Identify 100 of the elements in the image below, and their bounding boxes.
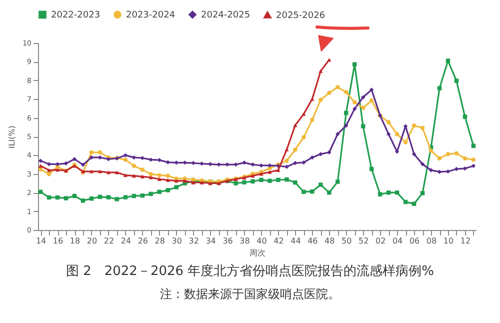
x-tick-label: 18 [70, 236, 80, 246]
x-axis-title: 周次 [250, 248, 266, 258]
x-tick-label: 14 [36, 236, 46, 246]
point [276, 168, 280, 172]
point [336, 132, 340, 136]
point [428, 148, 434, 153]
point [276, 178, 280, 182]
point [132, 164, 136, 168]
x-tick-label: 24 [120, 236, 132, 246]
point [166, 178, 170, 182]
point [318, 152, 323, 156]
point [437, 156, 442, 160]
x-tick-label: 26 [138, 236, 148, 246]
point [46, 168, 52, 172]
x-tick-label: 52 [358, 236, 369, 246]
x-tick-label: 34 [206, 236, 216, 246]
point [140, 168, 145, 172]
point [140, 174, 145, 178]
x-tick-label: 10 [443, 236, 454, 246]
point [250, 179, 255, 184]
legend-label: 2022-2023 [51, 10, 100, 21]
point [352, 62, 357, 66]
point [132, 174, 136, 178]
point [386, 132, 391, 136]
x-tick-label: 12 [460, 236, 471, 246]
point [284, 148, 289, 152]
x-tick-label: 38 [240, 236, 250, 246]
point [89, 170, 94, 174]
point [293, 180, 298, 185]
point [123, 195, 128, 200]
point [166, 188, 170, 192]
point [182, 178, 187, 183]
point [360, 106, 366, 110]
point [182, 160, 187, 165]
point [148, 176, 154, 180]
point [403, 140, 408, 144]
point [454, 151, 459, 156]
point [471, 164, 476, 168]
point [208, 162, 212, 166]
point [420, 126, 425, 130]
point [38, 167, 43, 172]
point [302, 190, 306, 194]
x-tick-label: 36 [222, 236, 233, 246]
point [412, 202, 416, 206]
x-tick-label: 20 [86, 236, 98, 246]
x-tick-label: 02 [375, 236, 386, 246]
x-tick-label: 46 [308, 236, 318, 246]
text: 注：数据来源于国家级哨点医院。 [159, 286, 341, 303]
point [123, 158, 128, 162]
point [242, 160, 246, 165]
point [471, 158, 476, 162]
point [123, 153, 128, 158]
point [293, 123, 298, 128]
y-axis-title: ILI(%) [8, 125, 17, 149]
point [114, 197, 120, 202]
x-tick-label: 32 [188, 236, 199, 246]
point [446, 58, 450, 63]
point [148, 172, 154, 176]
point [310, 155, 314, 160]
point [462, 156, 468, 160]
x-tick-label: 44 [290, 236, 301, 246]
point [412, 152, 416, 156]
point [157, 158, 162, 162]
x-tick-label: 06 [409, 236, 420, 246]
point [446, 152, 450, 156]
point [174, 185, 178, 190]
point [98, 170, 102, 174]
x-tick-label: 42 [274, 236, 284, 246]
point [140, 156, 145, 160]
point [98, 150, 102, 155]
point [310, 189, 314, 194]
point [55, 168, 60, 172]
point [157, 177, 162, 181]
legend-label: 2024-2025 [201, 10, 250, 21]
point [38, 190, 43, 194]
point [89, 150, 94, 155]
point [268, 170, 272, 174]
point [174, 178, 178, 183]
point [166, 174, 170, 178]
point [302, 112, 306, 116]
point [386, 120, 391, 124]
point [454, 78, 459, 83]
point [318, 182, 323, 187]
point [64, 161, 68, 166]
point [336, 85, 340, 90]
point [344, 90, 348, 94]
point [106, 195, 111, 200]
point [268, 178, 272, 183]
x-tick-label: 30 [172, 236, 182, 246]
point [302, 135, 306, 140]
legend-label: 2025-2026 [276, 10, 326, 21]
x-tick-label: 04 [392, 236, 403, 246]
point [437, 86, 442, 90]
point [327, 150, 332, 155]
legend-label: 2023-2024 [126, 10, 176, 21]
point [284, 158, 289, 163]
x-tick-label: 40 [256, 236, 267, 246]
caption: 图 2 2022－2026 年度北方省份哨点医院报告的流感样病例% [64, 263, 436, 280]
x-tick-label: 48 [324, 236, 335, 246]
point [327, 190, 332, 195]
